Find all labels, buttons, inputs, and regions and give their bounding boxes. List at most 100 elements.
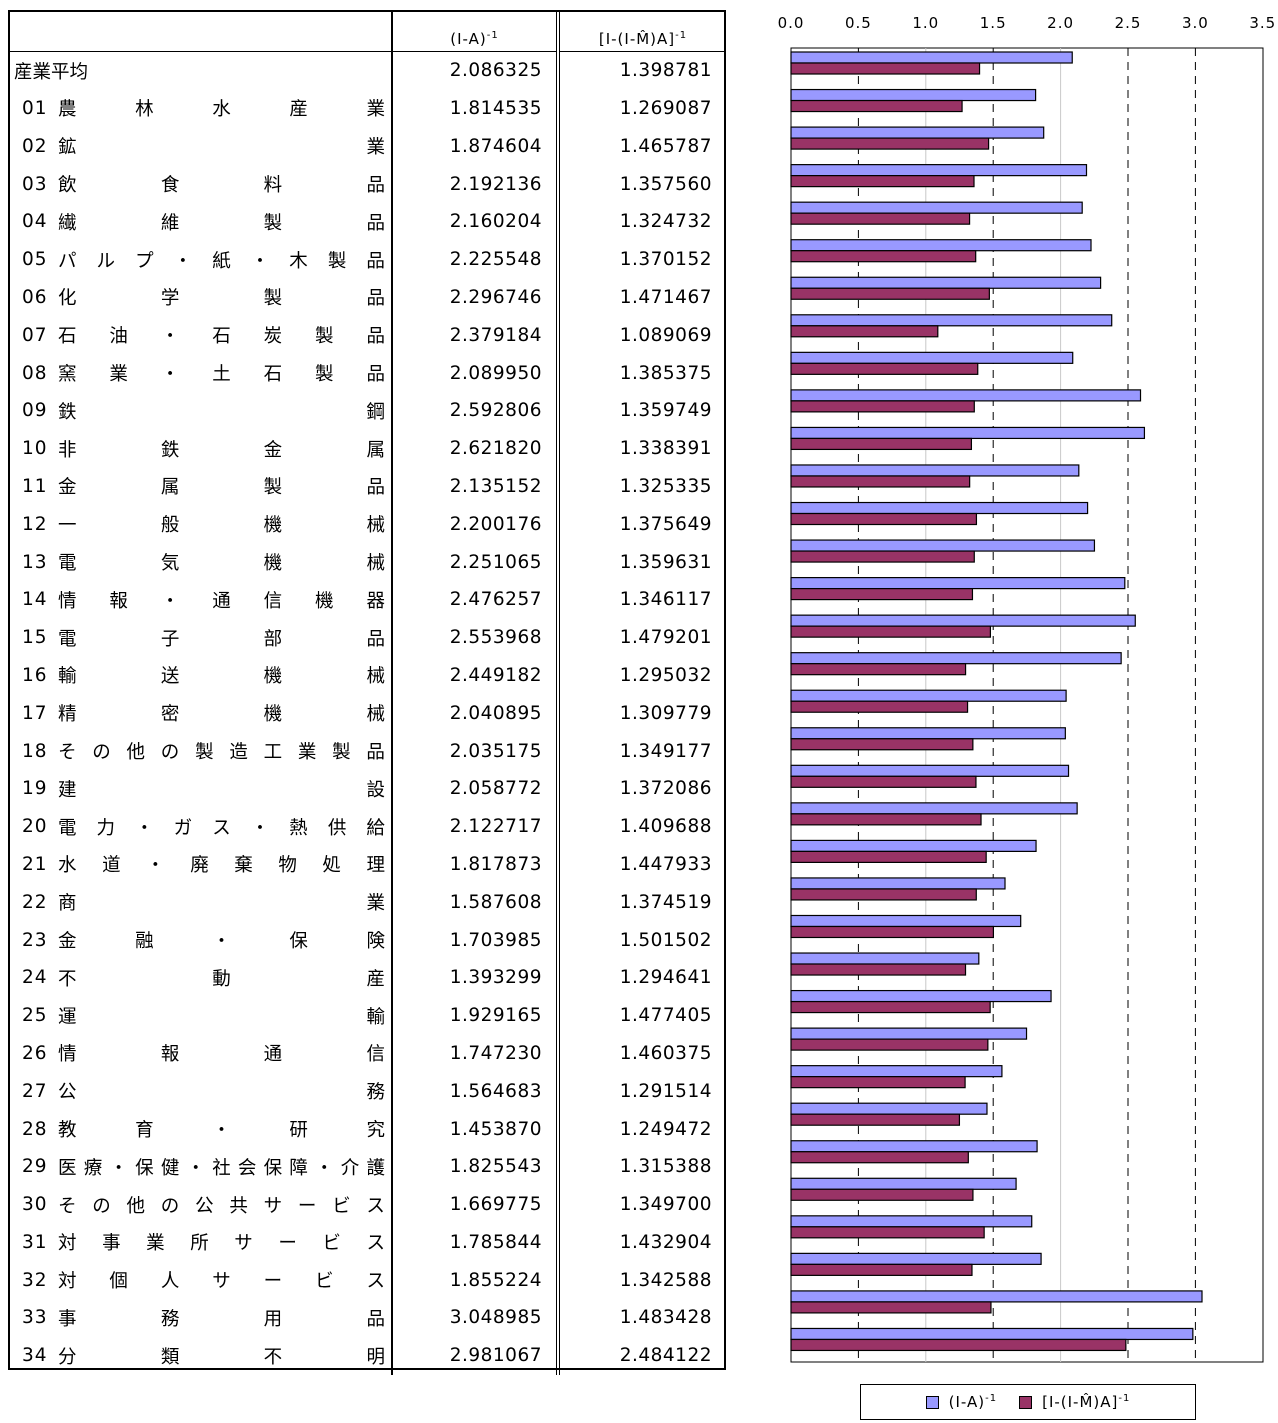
x-tick-label: 3.5 [1249, 14, 1276, 32]
average-label-cell: 産業平均 [8, 51, 393, 90]
industry-name: 化学製品 [58, 288, 385, 310]
industry-code: 31 [22, 1231, 48, 1253]
bar-series2 [790, 1188, 974, 1201]
bar-series1 [790, 88, 1037, 102]
value-col1: 2.160204 [392, 202, 560, 241]
bar-series1 [790, 239, 1092, 252]
bar-series2 [790, 1301, 992, 1314]
table-header-row: (I-A)-1 [I-(I-M̂)A]-1 [8, 10, 726, 52]
industry-code: 16 [22, 664, 48, 686]
industry-name-cell: 10 非鉄金属 [8, 429, 393, 468]
industry-name-cell: 25 運輸 [8, 996, 393, 1035]
bar-series1 [790, 1252, 1042, 1265]
value-col1: 2.296746 [392, 278, 560, 317]
table-row: 34 分類不明 2.981067 2.484122 [8, 1336, 726, 1375]
value-col2: 1.294641 [619, 967, 712, 989]
bar-series1 [790, 1215, 1033, 1228]
industry-name-cell: 11 金属製品 [8, 467, 393, 506]
value-col1: 1.785844 [392, 1223, 560, 1262]
value-col1: 1.825543 [392, 1147, 560, 1186]
value-col2: 1.483428 [619, 1307, 712, 1329]
bar-series2 [790, 1076, 966, 1089]
value-col1: 3.048985 [392, 1299, 560, 1337]
value-col2: 1.372086 [619, 778, 712, 800]
data-table: (I-A)-1 [I-(I-M̂)A]-1 産業平均 2.086325 1.39… [8, 10, 726, 1375]
value-col1: 2.449182 [392, 656, 560, 695]
industry-name: 電気機械 [58, 553, 385, 575]
industry-name-cell: 16 輸送機械 [8, 656, 393, 695]
value-col2: 1.374519 [619, 891, 712, 913]
industry-name: 繊維製品 [58, 212, 385, 234]
industry-name: 不動産 [58, 968, 385, 990]
table-row: 31 対事業所サービス 1.785844 1.432904 [8, 1223, 726, 1262]
industry-name: 医療・保健・社会保障・介護 [58, 1157, 385, 1179]
value-col1: 1.874604 [392, 127, 560, 166]
value-col2: 1.338391 [619, 438, 712, 460]
table-row: 25 運輸 1.929165 1.477405 [8, 996, 726, 1035]
bar-series1 [790, 802, 1078, 815]
value-col1: 2.200176 [392, 505, 560, 544]
industry-name: 事務用品 [58, 1308, 385, 1330]
bar-series1 [790, 727, 1066, 740]
industry-name: 電力・ガス・熱供給 [58, 817, 385, 839]
value-col2: 1.447933 [619, 853, 712, 875]
industry-code: 08 [22, 362, 48, 384]
industry-name-cell: 23 金融・保険 [8, 921, 393, 959]
industry-name-cell: 07 石油・石炭製品 [8, 316, 393, 355]
industry-code: 11 [22, 475, 48, 497]
industry-name-cell: 13 電気機械 [8, 543, 393, 581]
industry-code: 06 [22, 286, 48, 308]
industry-name-cell: 30 その他の公共サービス [8, 1185, 393, 1224]
bar-series2 [790, 1263, 973, 1276]
industry-name: 運輸 [58, 1006, 385, 1028]
value-col2: 1.465787 [619, 135, 712, 157]
value-col2: 1.359749 [619, 400, 712, 422]
value-col2: 1.089069 [619, 324, 712, 346]
industry-name: 鉱業 [58, 137, 385, 159]
x-tick-label: 1.5 [980, 14, 1007, 32]
industry-name: 金融・保険 [58, 931, 385, 953]
industry-code: 26 [22, 1042, 48, 1064]
industry-name-cell: 32 対個人サービス [8, 1261, 393, 1300]
industry-code: 03 [22, 173, 48, 195]
legend-item-series2: [I-(I-M̂)A]-1 [1019, 1393, 1130, 1411]
industry-name: 石油・石炭製品 [58, 326, 385, 348]
industry-name-cell: 33 事務用品 [8, 1299, 393, 1337]
industry-code: 14 [22, 589, 48, 611]
bar-series1 [790, 351, 1074, 364]
table-row: 13 電気機械 2.251065 1.359631 [8, 543, 726, 581]
bar-series2 [790, 775, 977, 788]
industry-name-cell: 22 商業 [8, 883, 393, 922]
table-row: 01 農林水産業 1.814535 1.269087 [8, 89, 726, 128]
industry-name-cell: 04 繊維製品 [8, 202, 393, 241]
industry-code: 01 [22, 97, 48, 119]
industry-name: 輸送機械 [58, 666, 385, 688]
table-row: 10 非鉄金属 2.621820 1.338391 [8, 429, 726, 468]
industry-name-cell: 19 建設 [8, 769, 393, 808]
industry-code: 20 [22, 816, 48, 838]
table-row: 29 医療・保健・社会保障・介護 1.825543 1.315388 [8, 1147, 726, 1186]
value-col1: 1.817873 [392, 845, 560, 884]
industry-code: 27 [22, 1080, 48, 1102]
industry-name-cell: 06 化学製品 [8, 278, 393, 317]
industry-name: 公務 [58, 1082, 385, 1104]
industry-code: 28 [22, 1118, 48, 1140]
industry-code: 17 [22, 702, 48, 724]
industry-code: 22 [22, 891, 48, 913]
value-col1: 1.703985 [392, 921, 560, 959]
industry-code: 12 [22, 513, 48, 535]
bar-series2 [790, 1038, 989, 1051]
value-col1: 2.089950 [392, 354, 560, 392]
table-row: 21 水道・廃棄物処理 1.817873 1.447933 [8, 845, 726, 884]
industry-name-cell: 26 情報通信 [8, 1034, 393, 1073]
value-col2: 1.324732 [619, 211, 712, 233]
industry-code: 25 [22, 1005, 48, 1027]
average-v1: 2.086325 [392, 51, 560, 90]
bar-series1 [790, 464, 1080, 477]
bar-series2 [790, 888, 977, 901]
industry-code: 23 [22, 929, 48, 951]
industry-name-cell: 12 一般機械 [8, 505, 393, 544]
industry-code: 34 [22, 1345, 48, 1367]
value-col1: 2.058772 [392, 769, 560, 808]
